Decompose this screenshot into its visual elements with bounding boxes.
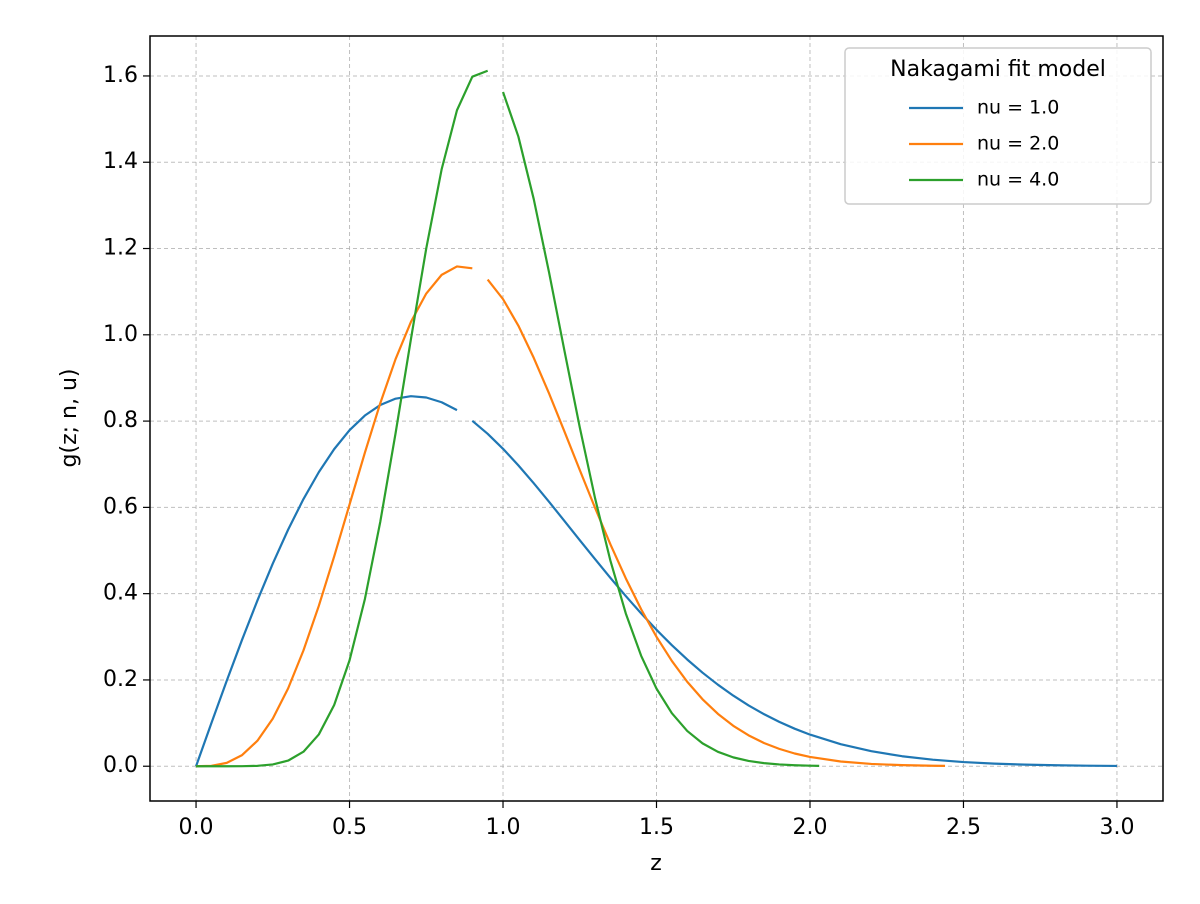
legend-label: nu = 1.0 — [977, 97, 1059, 119]
series-line — [195, 395, 1117, 768]
x-tick-label: 3.0 — [1099, 815, 1134, 840]
y-tick-label: 0.6 — [103, 494, 138, 519]
legend-label: nu = 2.0 — [977, 133, 1059, 155]
x-tick-label: 2.5 — [946, 815, 981, 840]
y-tick-label: 0.8 — [103, 408, 138, 433]
y-axis-label: g(z; n, u) — [57, 369, 82, 468]
legend-box — [844, 47, 1152, 205]
y-tick-label: 1.4 — [103, 149, 138, 174]
y-tick-label: 1.6 — [103, 63, 138, 88]
x-tick-label: 1.5 — [639, 815, 674, 840]
legend-label: nu = 4.0 — [977, 169, 1059, 191]
y-tick-label: 1.2 — [103, 236, 138, 261]
legend-title: Nakagami fit model — [890, 57, 1106, 82]
x-tick-label: 2.0 — [792, 815, 827, 840]
series-line — [196, 265, 946, 768]
x-tick-label: 1.0 — [486, 815, 521, 840]
x-tick-label: 0.5 — [332, 815, 367, 840]
y-tick-label: 1.0 — [103, 322, 138, 347]
y-tick-label: 0.4 — [103, 581, 138, 606]
x-tick-label: 0.0 — [179, 815, 214, 840]
y-tick-label: 0.2 — [103, 667, 138, 692]
x-axis-label: z — [650, 851, 662, 876]
y-tick-label: 0.0 — [103, 753, 138, 778]
series-line — [196, 69, 820, 768]
plot-frame — [149, 35, 1164, 802]
